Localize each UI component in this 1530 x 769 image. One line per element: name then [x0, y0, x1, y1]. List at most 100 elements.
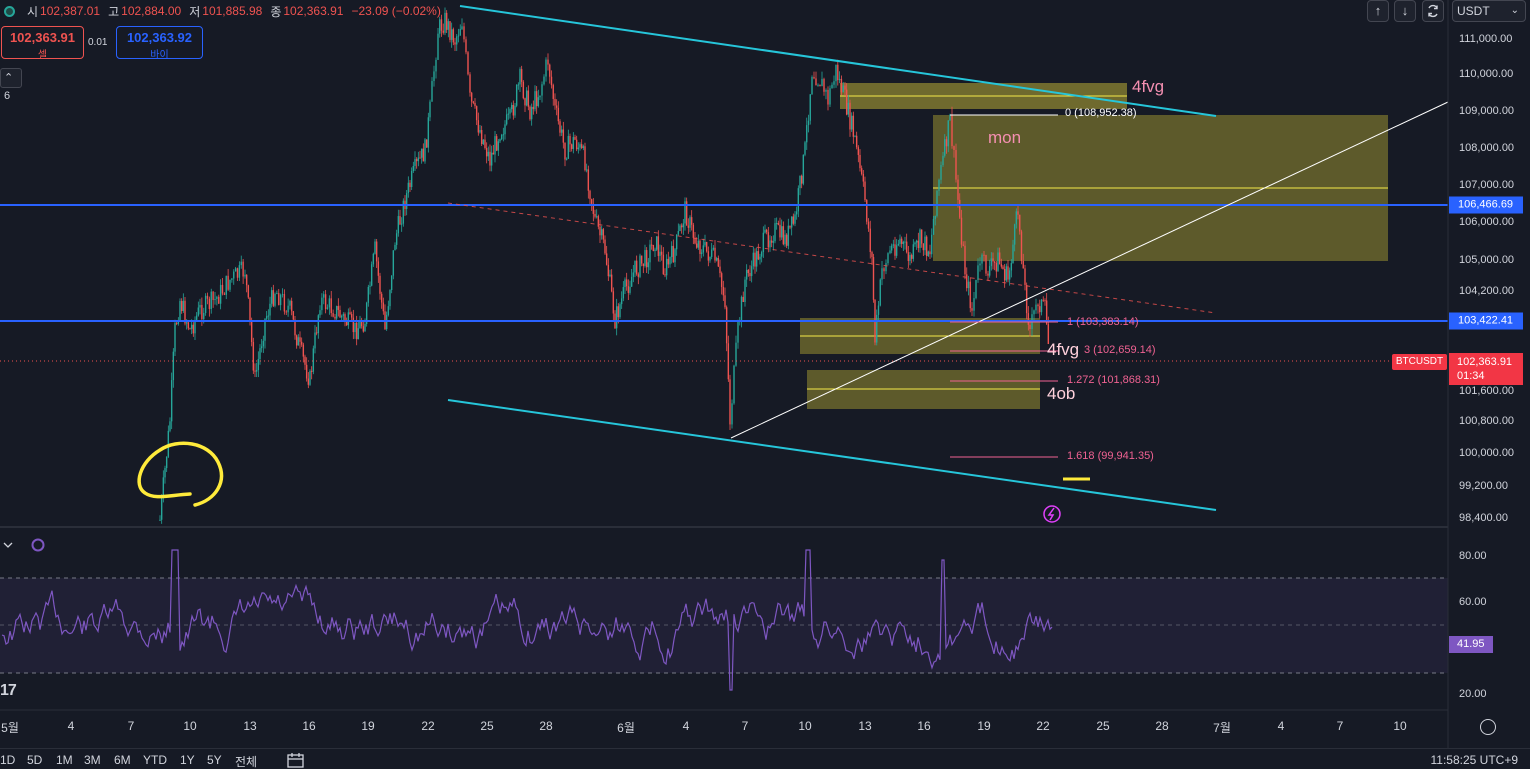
price-tick-label: 101,600.00: [1459, 385, 1515, 397]
candle-body: [337, 306, 340, 310]
candle-body: [164, 468, 166, 478]
candle-body: [385, 314, 388, 330]
candle-body: [244, 274, 246, 277]
candle-body: [931, 234, 933, 255]
candle-body: [319, 310, 321, 316]
arrow-down-button[interactable]: ↓: [1394, 0, 1416, 22]
range-button[interactable]: YTD: [143, 753, 167, 767]
utc-clock[interactable]: 11:58:25 UTC+9: [1430, 753, 1519, 767]
range-button[interactable]: 5Y: [207, 753, 222, 767]
candle-body: [702, 245, 705, 253]
range-button[interactable]: 1M: [56, 753, 73, 767]
range-button[interactable]: 1D: [0, 753, 16, 767]
candle-body: [629, 286, 631, 293]
candle-body: [977, 265, 979, 280]
fib-level-1[interactable]: 1 (103,383.14): [1067, 316, 1139, 328]
candle-body: [554, 98, 556, 106]
candle-body: [757, 251, 760, 260]
candle-body: [487, 151, 490, 157]
time-tick-label: 4: [67, 719, 75, 733]
tradingview-logo[interactable]: 17: [0, 682, 17, 699]
date-range-calendar-icon[interactable]: [286, 752, 306, 768]
candle-body: [529, 106, 531, 120]
buy-button[interactable]: 102,363.92 바이: [116, 26, 203, 61]
refresh-button[interactable]: [1422, 0, 1444, 22]
candle-body: [784, 234, 786, 245]
candle-body: [435, 59, 437, 72]
candle-body: [255, 369, 258, 372]
candle-body: [993, 261, 996, 263]
candle-body: [433, 71, 435, 82]
sell-button[interactable]: 102,363.91 셀: [1, 26, 84, 61]
rsi-tick-label: 60.00: [1459, 596, 1487, 608]
indicator-collapse-button[interactable]: ⌃ 6: [0, 68, 22, 102]
candle-body: [405, 193, 408, 209]
candle-body: [321, 297, 323, 311]
candle-body: [419, 157, 421, 159]
candle-body: [525, 90, 528, 106]
range-button[interactable]: 1Y: [180, 753, 195, 767]
candle-body: [285, 311, 287, 313]
candle-body: [759, 256, 761, 260]
candle-body: [936, 190, 938, 216]
currency-select[interactable]: USDT ⌄: [1452, 0, 1526, 22]
range-button[interactable]: 3M: [84, 753, 101, 767]
refresh-icon: [1428, 4, 1438, 18]
candle-body: [707, 251, 710, 261]
candle-body: [567, 136, 570, 159]
candle-body: [862, 173, 865, 182]
annotation-4fvg-mid[interactable]: 4fvg: [1047, 340, 1080, 359]
range-button[interactable]: 6M: [114, 753, 131, 767]
candle-body: [454, 42, 456, 45]
candle-body: [339, 309, 341, 318]
candle-body: [579, 144, 581, 148]
candle-body: [269, 303, 271, 316]
range-button[interactable]: 전체: [235, 755, 258, 769]
price-tick-label: 110,000.00: [1459, 68, 1514, 80]
market-status-icon: [4, 5, 15, 17]
candle-body: [340, 315, 343, 318]
fib-level-1272[interactable]: 1.272 (101,868.31): [1067, 374, 1160, 386]
candle-body: [379, 275, 381, 294]
candle-body: [959, 199, 961, 218]
time-tick-label: 4: [1277, 719, 1285, 733]
arrow-up-button[interactable]: ↑: [1367, 0, 1389, 22]
candle-body: [390, 275, 393, 291]
candle-body: [169, 421, 171, 431]
candle-body: [572, 137, 575, 149]
candle-body: [694, 237, 696, 244]
annotation-mon[interactable]: mon: [988, 128, 1022, 147]
fib-level-1618[interactable]: 1.618 (99,941.35): [1067, 450, 1154, 462]
annotation-4fvg-top[interactable]: 4fvg: [1132, 77, 1165, 96]
candle-body: [587, 169, 590, 191]
candle-body: [412, 165, 415, 172]
candle-body: [352, 317, 355, 333]
candle-body: [234, 268, 237, 272]
candle-body: [831, 84, 833, 89]
candle-body: [180, 301, 183, 312]
candle-body: [945, 139, 948, 147]
candle-body: [897, 243, 900, 246]
fib-level-0[interactable]: 0 (108,952.38): [1065, 107, 1137, 119]
candle-body: [876, 314, 878, 343]
annotation-4ob[interactable]: 4ob: [1047, 384, 1076, 403]
candle-body: [514, 105, 516, 116]
candle-body: [821, 78, 823, 87]
candle-body: [236, 268, 239, 278]
candle-body: [807, 120, 810, 126]
settings-gear-icon[interactable]: [1480, 719, 1496, 735]
candle-body: [844, 85, 846, 90]
range-button[interactable]: 5D: [27, 753, 43, 767]
candle-body: [1002, 266, 1004, 270]
candle-body: [854, 135, 856, 137]
candle-body: [507, 113, 510, 115]
candle-body: [240, 261, 242, 266]
time-tick-label: 13: [243, 719, 257, 733]
candle-body: [899, 238, 901, 244]
fib-level-2[interactable]: 3 (102,659.14): [1084, 344, 1156, 356]
candle-body: [290, 300, 293, 312]
candle-body: [966, 274, 968, 289]
time-tick-label: 7: [127, 719, 135, 733]
candle-body: [527, 90, 530, 107]
